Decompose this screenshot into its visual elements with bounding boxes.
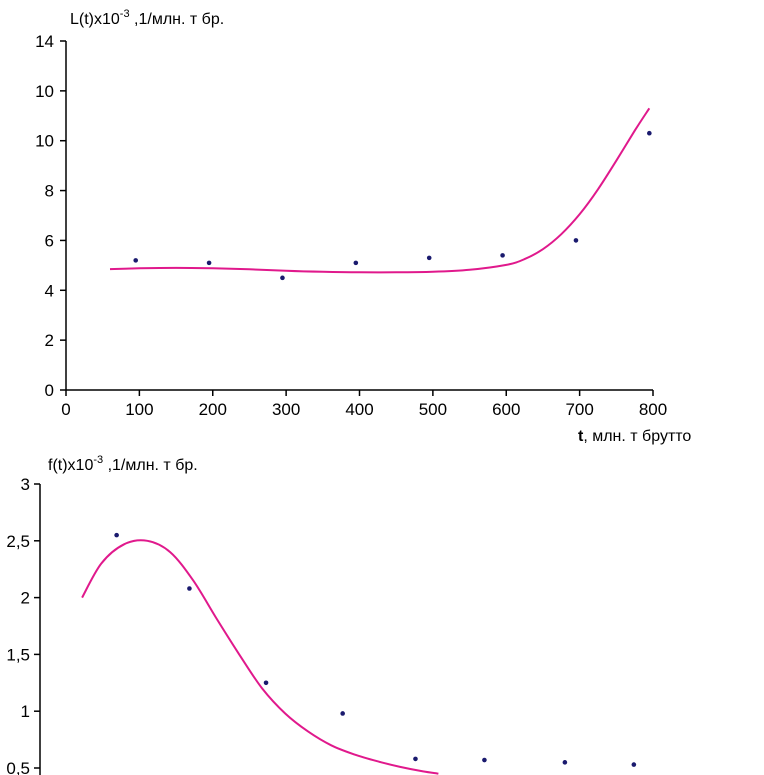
c2-y-tick-label: 0,5 bbox=[6, 759, 30, 775]
c1-data-point bbox=[353, 260, 359, 266]
c1-y-axis-label: L(t)x10-3 ,1/млн. т бр. bbox=[70, 8, 224, 28]
c1-data-point bbox=[206, 260, 212, 266]
c1-x-tick-label: 700 bbox=[565, 400, 593, 419]
c1-y-tick-label: 0 bbox=[45, 381, 54, 400]
c2-y-tick-label: 1 bbox=[21, 702, 30, 721]
c2-data-point bbox=[187, 586, 192, 591]
c1-x-tick-label: 600 bbox=[492, 400, 520, 419]
c2-fit-curve bbox=[81, 539, 439, 775]
c1-y-tick-label: 4 bbox=[45, 281, 54, 300]
c1-x-tick-label: 500 bbox=[419, 400, 447, 419]
c2-y-tick-label: 1,5 bbox=[6, 645, 30, 664]
c1-axes bbox=[65, 41, 653, 391]
c1-y-tick-label: 10 bbox=[35, 82, 54, 101]
c1-data-point bbox=[573, 238, 579, 243]
c2-y-axis-label: f(t)x10-3 ,1/млн. т бр. bbox=[48, 454, 198, 474]
c1-y-tick-label: 6 bbox=[45, 231, 54, 250]
c2-y-tick-label: 2,5 bbox=[6, 532, 30, 551]
c1-data-point bbox=[133, 258, 139, 263]
c1-x-tick-label: 300 bbox=[272, 400, 300, 419]
c2-data-point bbox=[482, 757, 487, 763]
c1-data-point bbox=[500, 253, 505, 258]
c2-y-tick-label: 2 bbox=[21, 589, 30, 608]
c1-data-point bbox=[280, 275, 285, 281]
c1-y-tick-label: 8 bbox=[45, 182, 54, 201]
chart-f-of-t: 0,5 1 1,5 2 2,5 3 f(t)x10-3 ,1/млн. т бр. bbox=[6, 454, 637, 775]
chart-l-of-t: 0 2 4 6 8 10 10 14 0 100 200 300 400 500 600 700 800 L(t… bbox=[35, 8, 691, 445]
c2-data-point bbox=[413, 756, 418, 762]
c2-data-point bbox=[263, 680, 269, 686]
c1-points bbox=[133, 130, 652, 281]
c1-data-point bbox=[647, 130, 652, 136]
c1-y-tick-label: 14 bbox=[35, 32, 54, 51]
c2-data-point bbox=[114, 532, 119, 538]
c1-y-tick-label: 10 bbox=[35, 132, 54, 151]
c1-x-tick-label: 200 bbox=[199, 400, 227, 419]
c2-data-point bbox=[562, 760, 568, 765]
c1-x-axis-label: t, млн. т брутто bbox=[578, 428, 691, 445]
c1-ticks: 0 2 4 6 8 10 10 14 0 100 200 300 400 500 600 700 800 bbox=[35, 32, 667, 419]
c1-x-tick-label: 400 bbox=[345, 400, 373, 419]
c2-ticks: 0,5 1 1,5 2 2,5 3 bbox=[6, 475, 40, 775]
c1-y-tick-label: 2 bbox=[45, 331, 54, 350]
c2-data-point bbox=[631, 762, 637, 767]
c1-fit-curve bbox=[109, 107, 651, 274]
c1-data-point bbox=[426, 255, 432, 261]
c2-y-tick-label: 3 bbox=[21, 475, 30, 494]
c1-x-tick-label: 100 bbox=[125, 400, 153, 419]
c2-data-point bbox=[340, 711, 345, 716]
c2-points bbox=[114, 532, 637, 767]
c1-x-tick-label: 800 bbox=[639, 400, 667, 419]
c1-x-tick-label: 0 bbox=[61, 400, 70, 419]
